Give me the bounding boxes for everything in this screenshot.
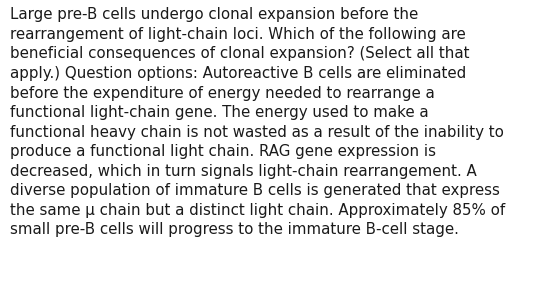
- Text: Large pre-B cells undergo clonal expansion before the
rearrangement of light-cha: Large pre-B cells undergo clonal expansi…: [10, 7, 506, 238]
